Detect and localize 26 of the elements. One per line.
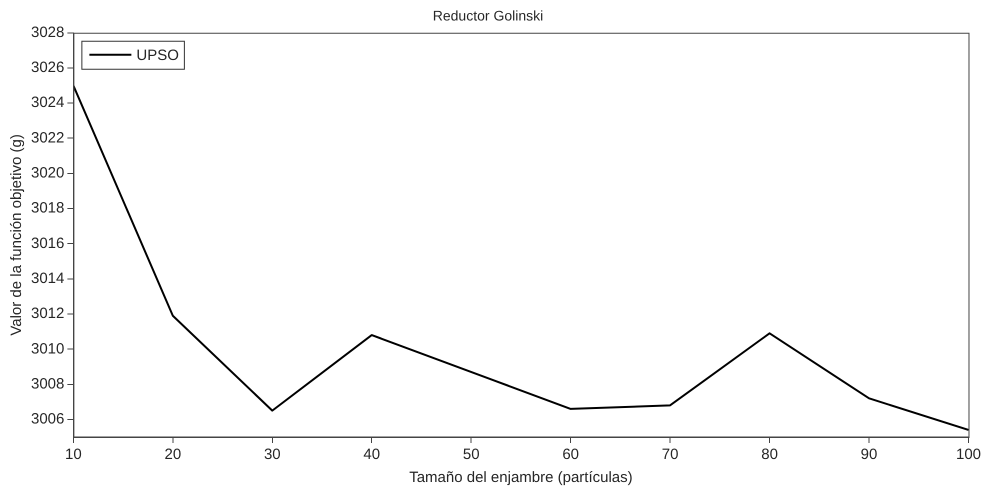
x-tick-label: 50 (462, 446, 480, 464)
y-tick-label: 3020 (30, 164, 64, 182)
y-axis-title: Valor de la función objetivo (g) (8, 134, 26, 336)
x-tick-label: 90 (860, 446, 878, 464)
y-tick-label: 3006 (30, 410, 64, 428)
x-tick-label: 60 (562, 446, 579, 464)
y-tick-label: 3024 (30, 94, 64, 112)
y-tick-label: 3026 (30, 59, 64, 76)
y-tick-label: 3028 (30, 24, 64, 41)
y-tick-label: 3008 (30, 375, 64, 392)
x-tick-label: 30 (264, 446, 281, 464)
x-tick-label: 10 (65, 446, 82, 464)
y-tick-label: 3016 (30, 234, 64, 252)
x-axis-title: Tamaño del enjambre (partículas) (409, 469, 633, 486)
y-tick-label: 3012 (30, 305, 64, 322)
y-tick-label: 3014 (30, 270, 64, 287)
y-tick-label: 3010 (30, 340, 64, 358)
y-tick-label: 3018 (30, 200, 64, 217)
x-tick-label: 100 (956, 446, 981, 464)
x-tick-label: 40 (363, 446, 380, 464)
x-tick-label: 20 (164, 446, 182, 464)
chart-title: Reductor Golinski (432, 7, 544, 24)
legend-label: UPSO (136, 46, 179, 64)
x-tick-label: 70 (662, 446, 678, 464)
y-tick-label: 3022 (30, 129, 64, 146)
x-tick-label: 80 (761, 446, 778, 464)
